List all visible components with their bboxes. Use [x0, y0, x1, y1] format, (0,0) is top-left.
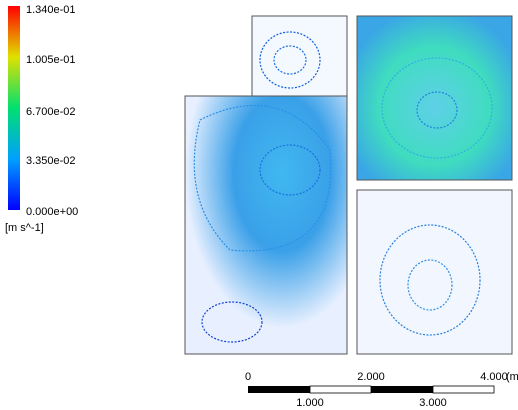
scale-label: 0 — [245, 371, 251, 383]
legend-label: 1.005e-01 — [26, 54, 76, 66]
color-bar — [8, 6, 20, 210]
scale-segment — [248, 386, 310, 393]
domain-top-left — [252, 16, 347, 96]
scale-unit: (m) — [506, 371, 518, 383]
scale-label: 2.000 — [357, 371, 385, 383]
flow-field — [185, 16, 512, 354]
scale-segment — [371, 386, 433, 393]
scale-segment — [433, 386, 494, 393]
legend-label: 1.340e-01 — [26, 4, 76, 16]
legend-label: 0.000e+00 — [26, 206, 78, 218]
scale-label: 4.000 — [480, 371, 508, 383]
domain-left — [185, 96, 347, 354]
scale-bar: 0 2.000 4.000 (m) 1.000 3.000 — [245, 371, 518, 409]
scale-label: 1.000 — [296, 397, 324, 409]
figure: 1.340e-01 1.005e-01 6.700e-02 3.350e-02 … — [0, 0, 518, 410]
scale-segment — [310, 386, 371, 393]
legend-label: 3.350e-02 — [26, 155, 76, 167]
legend-unit: [m s^-1] — [5, 222, 44, 234]
scale-label: 3.000 — [419, 397, 447, 409]
domain-top-right — [357, 16, 512, 180]
legend-label: 6.700e-02 — [26, 106, 76, 118]
